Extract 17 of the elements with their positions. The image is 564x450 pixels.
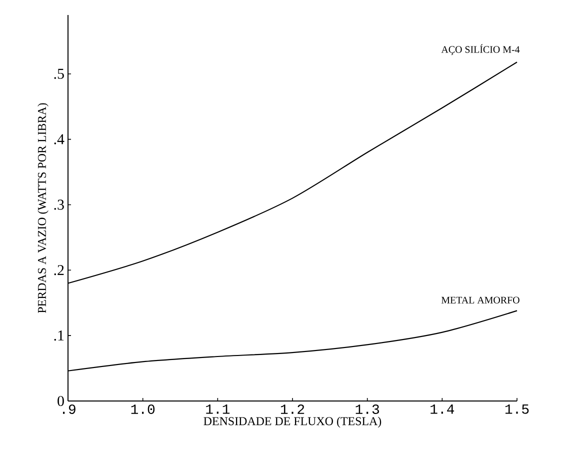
x-tick-label: 1.4 <box>430 404 454 414</box>
series-label: AÇO SILÍCIO M-4 <box>441 44 520 55</box>
y-tick-label: .3 <box>54 200 64 210</box>
y-tick-label: .5 <box>54 68 64 79</box>
y-tick-label: .4 <box>54 134 64 144</box>
y-tick-label: 0 <box>58 396 64 406</box>
y-tick-label: .2 <box>54 265 64 276</box>
series-label: METAL AMORFO <box>441 296 520 304</box>
x-tick-label: .9 <box>63 404 76 414</box>
y-axis-title: PERDAS A VAZIO (WATTS POR LIBRA) <box>38 103 48 313</box>
x-tick-label: 1.1 <box>206 404 230 414</box>
y-tick-label: .1 <box>54 330 64 341</box>
x-axis-title: DENSIDADE DE FLUXO (TESLA) <box>204 416 382 428</box>
x-tick-label: 1.2 <box>280 404 304 414</box>
x-tick-label: 1.0 <box>131 404 155 414</box>
x-tick-label: 1.3 <box>356 404 380 414</box>
x-tick-label: 1.5 <box>505 404 529 414</box>
